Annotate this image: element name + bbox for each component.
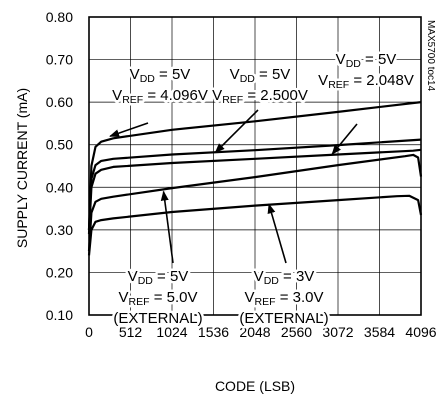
series-line-1 — [87, 101, 422, 230]
annotation-text: = 3.0V — [276, 289, 324, 306]
annotation-text: = 5.0V — [150, 289, 198, 306]
y-tick-label: 0.20 — [46, 264, 73, 280]
y-tick-label: 0.30 — [46, 222, 73, 238]
annotation-arrow — [160, 190, 174, 264]
annotation-text: V — [119, 289, 129, 306]
y-tick-label: 0.40 — [46, 179, 73, 195]
subscript-text: DD — [240, 73, 256, 85]
annotation-text: (EXTERNAL) — [113, 310, 202, 327]
series-line-2 — [87, 138, 422, 230]
series-line-4 — [87, 153, 423, 252]
annotation-text: = 5V — [255, 66, 290, 83]
annotation-text: V — [318, 72, 328, 89]
annotation-line: VREF = 4.096V — [112, 87, 208, 106]
x-tick-label: 1536 — [198, 324, 229, 340]
y-tick-label: 0.10 — [46, 307, 73, 323]
x-tick-label: 1024 — [156, 324, 187, 340]
series-line-5 — [87, 194, 423, 256]
annotation-arrow — [331, 123, 358, 155]
annotation-line: VREF = 3.0V — [245, 289, 324, 308]
figure-id-label: MAX5700 toc14 — [425, 20, 436, 92]
annotation-text: = 5V — [361, 51, 396, 68]
annotation-arrow — [109, 122, 149, 138]
subscript-text: REF — [122, 94, 143, 106]
annotation-line: VDD = 5V — [336, 51, 397, 70]
subscript-text: DD — [346, 58, 362, 70]
x-tick-label: 512 — [119, 324, 143, 340]
annotation-text: V — [130, 66, 140, 83]
annotation-text: = 5V — [153, 268, 188, 285]
annotation-text: V — [336, 51, 346, 68]
annotation-line: VDD = 5V — [230, 66, 291, 85]
annotation-line: VREF = 2.500V — [212, 87, 308, 106]
annotation-text: V — [128, 268, 138, 285]
subscript-text: DD — [138, 275, 154, 287]
annotation-line: (EXTERNAL) — [113, 310, 202, 327]
x-axis-title: CODE (LSB) — [215, 378, 295, 394]
annotation-text: = 2.048V — [349, 72, 414, 89]
y-tick-label: 0.70 — [46, 52, 73, 68]
annotation-line: VREF = 2.048V — [318, 72, 414, 91]
annotation-text: (EXTERNAL) — [239, 310, 328, 327]
y-tick-label: 0.80 — [46, 9, 73, 25]
series-line-3 — [87, 148, 422, 235]
y-tick-label: 0.60 — [46, 94, 73, 110]
annotation-line: (EXTERNAL) — [239, 310, 328, 327]
annotation-line: VDD = 3V — [254, 268, 315, 287]
y-tick-label: 0.50 — [46, 137, 73, 153]
subscript-text: REF — [129, 296, 150, 308]
annotation-text: V — [254, 268, 264, 285]
y-axis-title: SUPPLY CURRENT (mA) — [14, 88, 30, 248]
subscript-text: REF — [222, 94, 243, 106]
x-tick-label: 2048 — [239, 324, 270, 340]
annotation-arrow — [214, 109, 259, 154]
annotation-text: V — [230, 66, 240, 83]
subscript-text: DD — [264, 275, 280, 287]
annotation-line: VDD = 5V — [128, 268, 189, 287]
plot-frame — [88, 16, 422, 316]
annotation-text: = 3V — [279, 268, 314, 285]
x-tick-label: 0 — [85, 324, 93, 340]
series-group — [87, 101, 423, 256]
annotation-text: V — [112, 87, 122, 104]
subscript-text: REF — [328, 79, 349, 91]
annotation-arrow — [267, 203, 287, 264]
y-tick-labels: 0.80 0.70 0.60 0.50 0.40 0.30 0.20 0.10 — [46, 9, 73, 323]
x-tick-label: 3584 — [364, 324, 395, 340]
annotation-text: V — [212, 87, 222, 104]
subscript-text: REF — [255, 296, 276, 308]
annotation-text: V — [245, 289, 255, 306]
x-tick-labels: 0 512 1024 1536 2048 2560 3072 3584 4096 — [85, 324, 437, 340]
annotation-line: VDD = 5V — [130, 66, 191, 85]
x-tick-label: 3072 — [322, 324, 353, 340]
subscript-text: DD — [140, 73, 156, 85]
annotation-text: = 4.096V — [143, 87, 208, 104]
x-tick-label: 2560 — [281, 324, 312, 340]
annotation-line: VREF = 5.0V — [119, 289, 198, 308]
annotation-text: = 5V — [155, 66, 190, 83]
x-tick-label: 4096 — [405, 324, 436, 340]
annotation-text: = 2.500V — [243, 87, 308, 104]
